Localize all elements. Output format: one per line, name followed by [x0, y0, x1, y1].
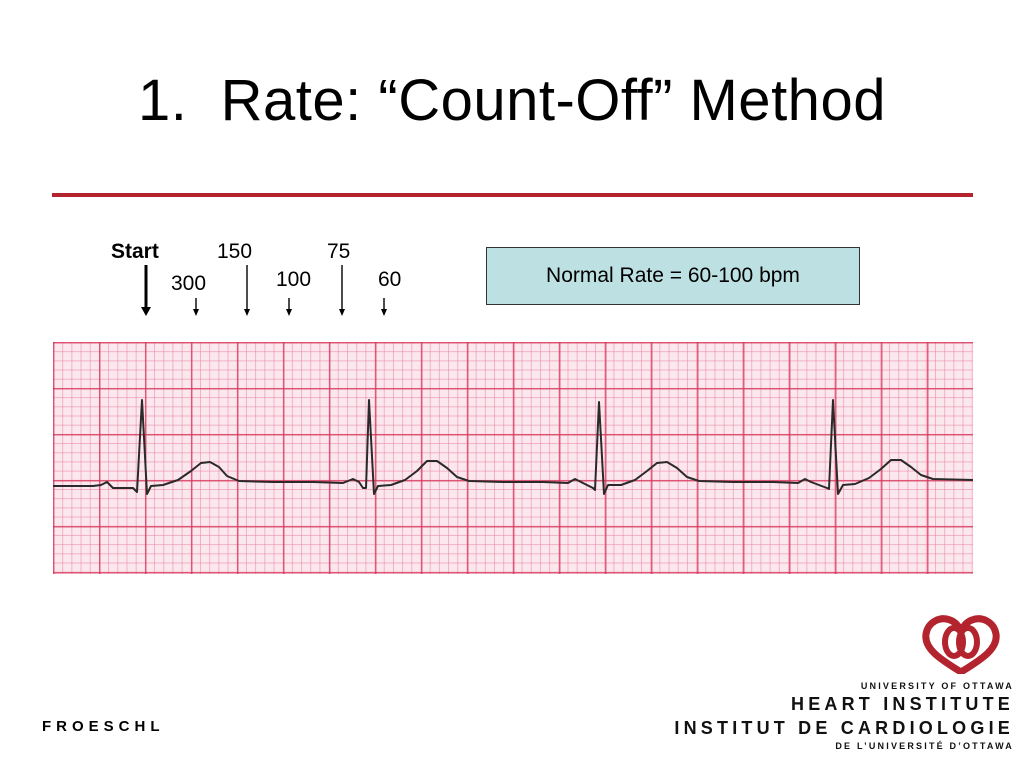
- logo-university: UNIVERSITY OF OTTAWA: [860, 681, 1014, 691]
- ecg-trace: [53, 399, 973, 495]
- ecg-strip: [53, 342, 973, 574]
- logo-heart-institute: HEART INSTITUTE: [791, 694, 1014, 714]
- ecg-waveform: [53, 399, 973, 495]
- arrow-60: [381, 298, 387, 316]
- count-off-arrows: [141, 265, 387, 316]
- marker-label-100: 100: [276, 268, 312, 291]
- normal-rate-text: Normal Rate = 60-100 bpm: [546, 264, 800, 287]
- heart-rings-icon: [922, 615, 1000, 674]
- logo-institut: INSTITUT DE CARDIOLOGIE: [674, 718, 1014, 738]
- arrow-start: [141, 265, 151, 316]
- marker-label-start: Start: [111, 240, 159, 263]
- marker-label-60: 60: [378, 268, 402, 291]
- arrow-300: [193, 298, 199, 316]
- arrow-75: [339, 265, 345, 316]
- arrow-100: [286, 298, 292, 316]
- title-divider: [52, 193, 973, 197]
- marker-label-75: 75: [327, 240, 351, 263]
- slide-title: 1. Rate: “Count-Off” Method: [138, 68, 886, 133]
- marker-label-150: 150: [217, 240, 253, 263]
- marker-label-300: 300: [171, 272, 207, 295]
- normal-rate-box: Normal Rate = 60-100 bpm: [486, 247, 860, 305]
- arrow-150: [244, 265, 250, 316]
- logo-de-universite: DE L’UNIVERSITÉ D’OTTAWA: [835, 741, 1014, 751]
- footer-author: FROESCHL: [42, 718, 165, 735]
